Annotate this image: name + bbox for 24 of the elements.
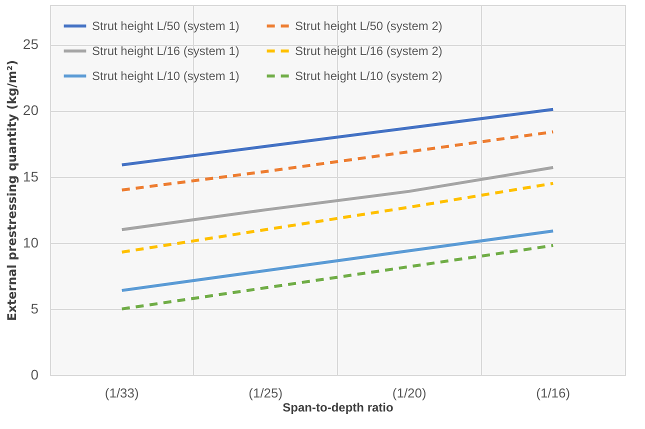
line-series [120,166,555,232]
y-tick-label: 20 [22,102,39,118]
x-tick-label: (1/16) [536,386,570,400]
y-axis-title: External prestressing quantity (kg/m²) [4,60,19,321]
x-axis-title: Span-to-depth ratio [282,400,394,414]
x-tick-label: (1/25) [248,386,283,400]
legend-label: Strut height L/10 (system 1) [92,69,240,83]
legend-label: Strut height L/16 (system 2) [295,44,442,58]
y-tick-label: 0 [30,366,39,382]
legend-label: Strut height L/50 (system 1) [92,19,240,33]
y-tick-label: 25 [22,36,39,52]
line-series [120,130,555,192]
line-series [120,229,555,292]
line-series [120,182,555,254]
line-series [120,108,555,166]
line-series [120,244,555,310]
y-tick-label: 10 [22,234,39,250]
legend-label: Strut height L/50 (system 2) [295,19,442,33]
x-tick-label: (1/33) [104,386,139,400]
legend-label: Strut height L/10 (system 2) [295,69,442,83]
y-tick-label: 5 [30,300,39,316]
y-tick-label: 15 [22,168,39,184]
legend-label: Strut height L/16 (system 1) [92,44,240,58]
x-tick-label: (1/20) [392,386,426,400]
